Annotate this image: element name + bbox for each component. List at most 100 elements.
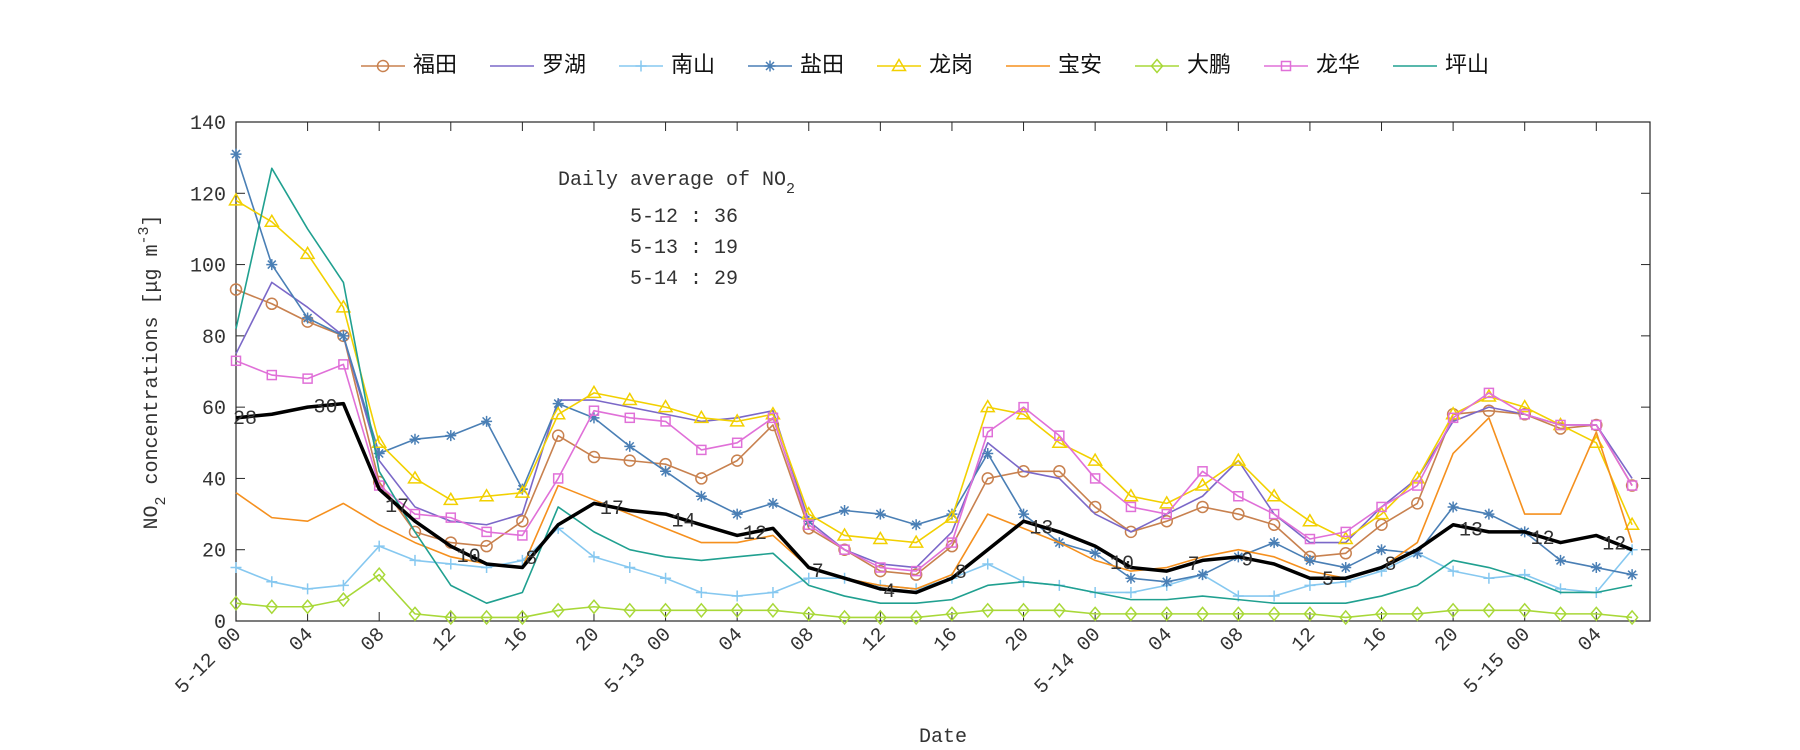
legend-label: 南山 [671,53,715,78]
plot-frame [235,121,1651,622]
y-tick-label: 40 [202,469,226,492]
marker [803,519,815,531]
marker [1589,606,1603,622]
marker [1196,606,1210,622]
marker [839,505,851,517]
marker [1409,470,1426,484]
inset-title-sub: 2 [786,181,795,198]
marker [481,415,493,427]
marker [480,609,494,626]
point-label: 9 [1241,550,1253,573]
marker [409,554,421,566]
marker [1518,602,1532,618]
marker [1447,565,1459,577]
marker [551,429,565,442]
marker [551,602,565,618]
marker [337,330,349,342]
point-label: 12 [1602,534,1626,557]
legend-item: 坪山 [1393,53,1489,78]
x-tick-label: 5-12 00 [171,624,247,700]
marker [766,602,780,618]
marker [1339,609,1353,626]
y-label-end: ] [141,214,164,226]
marker [1624,516,1640,531]
point-label: 13 [1459,519,1483,542]
point-label: 8 [525,548,537,571]
marker [514,484,531,498]
marker [409,433,421,445]
legend-item: 南山 [619,53,715,78]
marker [442,491,459,506]
legend-item: 大鹏 [1135,53,1231,78]
y-tick-label: 140 [190,113,226,136]
marker [874,508,886,520]
marker [1160,606,1174,622]
marker [731,437,743,449]
y-axis-label: NO2 concentrations [μg m-3] [136,214,170,529]
marker [588,405,600,416]
legend-item: 龙华 [1264,53,1360,78]
marker [1518,408,1531,421]
marker [1483,572,1495,584]
marker [1304,579,1316,591]
y-label-main: NO [141,506,164,530]
x-tick-label: 20 [1001,624,1034,657]
marker [729,413,745,427]
marker [874,564,887,578]
marker [1280,60,1292,72]
marker [1447,501,1459,513]
marker [230,355,242,367]
marker [1017,465,1030,478]
marker [1340,526,1351,538]
marker [1267,606,1281,622]
marker [803,572,815,584]
marker [730,454,744,467]
x-tick-label: 5-15 00 [1460,624,1536,700]
marker [409,508,421,520]
y-tick-label: 80 [202,327,226,350]
marker [1410,606,1424,622]
marker [1051,434,1068,449]
marker [981,472,994,485]
marker [588,412,600,424]
marker [696,444,707,456]
marker [515,609,529,626]
marker [623,454,637,467]
marker [1555,554,1567,566]
y-tick-label: 0 [214,612,226,635]
x-tick-label: 04 [285,624,318,657]
marker [408,606,422,622]
marker [516,483,528,495]
marker [1017,602,1031,618]
marker [731,508,743,520]
marker [909,568,923,581]
marker [230,148,242,160]
legend-label: 大鹏 [1187,53,1231,78]
marker [1125,501,1137,513]
marker [373,447,385,459]
x-tick-label: 12 [428,624,461,657]
marker [1161,508,1172,520]
y-tick-label: 20 [202,541,226,564]
legend-item: 宝安 [1006,53,1102,78]
marker [407,470,423,484]
marker [1231,606,1245,622]
legend-label: 宝安 [1058,53,1102,78]
marker [444,609,458,626]
x-tick-label: 20 [572,624,605,657]
marker [586,384,602,399]
marker [660,465,672,477]
marker [982,426,993,438]
point-label: 13 [1029,518,1053,541]
marker [694,602,708,618]
inset-line: 5-13 : 19 [630,237,738,260]
marker [695,490,707,502]
marker [266,576,278,588]
marker [1339,547,1352,560]
marker [660,416,671,427]
marker [621,392,638,406]
marker [336,591,350,608]
marker [1554,606,1567,622]
legend-item: 罗湖 [490,53,586,78]
